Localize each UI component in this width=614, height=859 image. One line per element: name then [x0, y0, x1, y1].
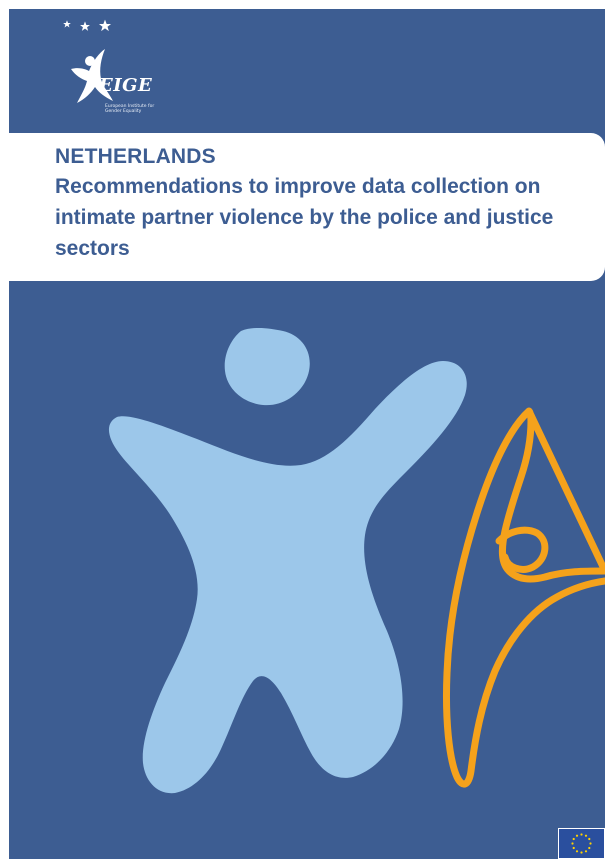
eu-flag — [558, 828, 605, 859]
eige-logo — [59, 9, 169, 119]
report-title: Recommendations to improve data collecti… — [55, 175, 554, 260]
country-heading: NETHERLANDS — [55, 145, 216, 168]
light-blue-star-figure-icon — [108, 327, 467, 794]
cover-illustration — [108, 327, 605, 794]
title-panel: NETHERLANDS Recommendations to improve d… — [9, 133, 605, 281]
eu-flag-icon — [571, 833, 592, 854]
orange-outline-figure-icon — [442, 407, 605, 788]
report-cover: EIGE European Institute for Gender Equal… — [9, 9, 605, 859]
logo-tagline: European Institute for Gender Equality — [105, 104, 155, 114]
logo-wordmark: EIGE — [99, 75, 153, 96]
eige-star-figure-icon — [63, 19, 113, 103]
